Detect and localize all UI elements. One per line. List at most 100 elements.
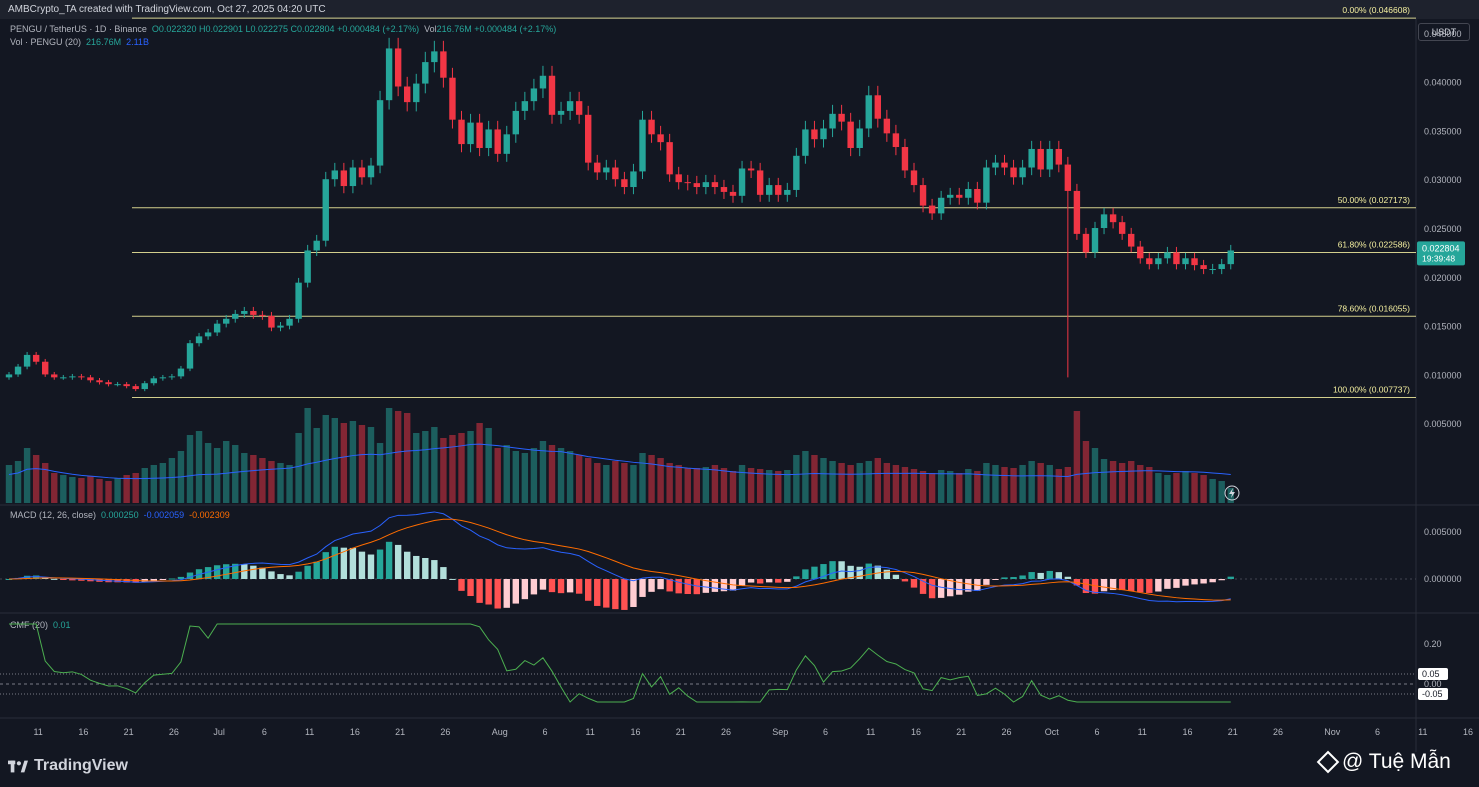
candle-body bbox=[1155, 258, 1162, 265]
volume-bar bbox=[376, 443, 384, 503]
volume-bar bbox=[150, 465, 157, 503]
candle-body bbox=[87, 377, 94, 381]
cmf-label[interactable]: CMF (20) bbox=[10, 620, 48, 630]
time-tick-label: Sep bbox=[772, 727, 788, 737]
vol-value: 216.76M bbox=[436, 24, 472, 34]
candle-body bbox=[159, 377, 167, 379]
macd-histogram-bar bbox=[747, 579, 755, 583]
volume-bar bbox=[1028, 461, 1035, 503]
macd-histogram-bar bbox=[919, 579, 927, 594]
volume-bar bbox=[349, 421, 357, 503]
price-chart[interactable]: 0.045000 0.040000 0.035000 0.030000 0.025000… bbox=[0, 0, 1479, 752]
volume-bar bbox=[1019, 465, 1026, 503]
volume-bar bbox=[548, 445, 556, 503]
candle-body bbox=[458, 119, 465, 145]
time-tick-label: 21 bbox=[395, 727, 405, 737]
volume-bar bbox=[892, 465, 900, 503]
macd-histogram-bar bbox=[1146, 579, 1153, 593]
macd-histogram-bar bbox=[630, 579, 637, 607]
volume-bar bbox=[720, 468, 728, 503]
fib-level-label: 0.00% (0.046608) bbox=[1342, 5, 1410, 15]
time-tick-label: 26 bbox=[440, 727, 450, 737]
volume-bar bbox=[747, 468, 755, 503]
symbol-name[interactable]: PENGU / TetherUS · 1D · Binance bbox=[10, 24, 147, 34]
candle-body bbox=[376, 100, 384, 166]
candle-body bbox=[1109, 214, 1117, 223]
macd-histogram-bar bbox=[575, 579, 583, 594]
volume-bar bbox=[883, 463, 891, 503]
candle-body bbox=[1100, 214, 1108, 229]
macd-histogram-bar bbox=[349, 547, 357, 579]
macd-histogram-bar bbox=[1128, 579, 1135, 592]
volume-bar bbox=[594, 463, 601, 503]
candle-body bbox=[1091, 228, 1099, 253]
tradingview-logo-icon bbox=[8, 760, 28, 772]
volume-indicator-label[interactable]: Vol · PENGU (20) bbox=[10, 37, 82, 47]
macd-histogram-bar bbox=[5, 579, 13, 580]
volume-bar bbox=[919, 471, 927, 503]
volume-bar bbox=[603, 465, 610, 503]
macd-histogram-bar bbox=[720, 579, 728, 592]
cmf-level-badge bbox=[1418, 668, 1448, 680]
cmf-v1: 0.01 bbox=[53, 620, 71, 630]
macd-histogram-bar bbox=[612, 579, 619, 610]
macd-histogram-bar bbox=[983, 579, 990, 585]
volume-bar bbox=[702, 467, 710, 503]
fib-level-label: 100.00% (0.007737) bbox=[1333, 384, 1410, 394]
fib-level-label: 61.80% (0.022586) bbox=[1338, 240, 1410, 250]
candle-body bbox=[983, 167, 990, 203]
candle-body bbox=[874, 95, 881, 119]
volume-bar bbox=[69, 477, 76, 503]
macd-histogram-bar bbox=[621, 579, 628, 610]
candle-body bbox=[1182, 258, 1189, 265]
macd-histogram-bar bbox=[177, 576, 185, 579]
cmf-tick-label: 0.05 bbox=[1422, 669, 1440, 679]
macd-histogram-bar bbox=[738, 579, 746, 586]
macd-histogram-bar bbox=[358, 551, 366, 579]
candle-body bbox=[956, 194, 963, 198]
macd-label[interactable]: MACD (12, 26, close) bbox=[10, 510, 97, 520]
volume-bar bbox=[51, 473, 58, 503]
time-tick-label: 11 bbox=[305, 727, 314, 737]
candle-body bbox=[232, 313, 239, 319]
macd-histogram-bar bbox=[385, 541, 393, 579]
volume-bar bbox=[1109, 461, 1117, 503]
candle-body bbox=[974, 188, 981, 203]
macd-histogram-bar bbox=[1209, 579, 1216, 583]
time-tick-label: 26 bbox=[1001, 727, 1011, 737]
macd-histogram-bar bbox=[766, 579, 773, 583]
time-tick-label: 6 bbox=[542, 727, 547, 737]
candle-body bbox=[259, 314, 266, 316]
macd-histogram-bar bbox=[376, 549, 384, 579]
candle-body bbox=[919, 185, 927, 206]
volume-bar bbox=[657, 458, 664, 503]
volume-bar bbox=[847, 465, 854, 503]
volume-bar bbox=[612, 461, 619, 503]
volume-bar bbox=[820, 458, 827, 503]
candle-body bbox=[865, 95, 872, 129]
top-bar: AMBCrypto_TA created with TradingView.co… bbox=[0, 0, 1479, 19]
macd-histogram-bar bbox=[250, 565, 257, 579]
macd-histogram-bar bbox=[1155, 579, 1162, 592]
candle-body bbox=[856, 128, 863, 148]
time-tick-label: 21 bbox=[124, 727, 134, 737]
candle-body bbox=[539, 75, 547, 89]
currency-button[interactable]: USDT bbox=[1418, 23, 1470, 41]
macd-histogram-bar bbox=[394, 544, 402, 579]
macd-histogram-bar bbox=[1173, 579, 1180, 588]
candle-body bbox=[32, 354, 40, 362]
candle-body bbox=[394, 48, 402, 87]
ohlc-values: O0.022320 H0.022901 L0.022275 C0.022804 … bbox=[151, 24, 420, 34]
macd-histogram-bar bbox=[404, 551, 411, 579]
volume-bar bbox=[449, 435, 456, 503]
volume-bar bbox=[114, 478, 121, 503]
macd-histogram-bar bbox=[947, 579, 954, 597]
candle-body bbox=[277, 325, 284, 328]
macd-histogram-bar bbox=[603, 579, 610, 608]
time-tick-label: 11 bbox=[1138, 727, 1147, 737]
macd-histogram-bar bbox=[286, 575, 293, 579]
macd-histogram-bar bbox=[892, 574, 900, 579]
tradingview-logo[interactable]: TradingView bbox=[8, 757, 128, 775]
fib-level-label: 50.00% (0.027173) bbox=[1338, 195, 1410, 205]
volume-bar bbox=[96, 479, 103, 503]
